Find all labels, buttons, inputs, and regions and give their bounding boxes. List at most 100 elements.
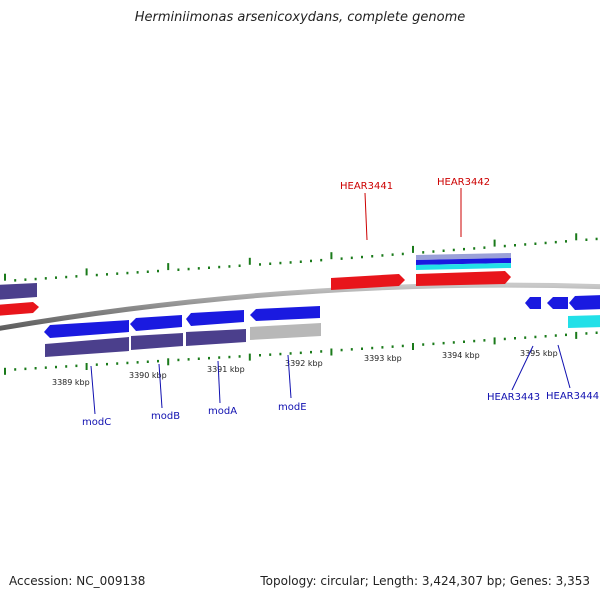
gene-reverse-edge-arrow[interactable] xyxy=(569,295,600,310)
feature-HEAR3442-cyan xyxy=(416,263,511,270)
gene-HEAR3443-arrow[interactable] xyxy=(525,297,541,309)
minor-tick xyxy=(483,246,486,249)
major-tick xyxy=(248,353,251,361)
minor-tick xyxy=(136,271,139,274)
minor-tick xyxy=(473,247,476,250)
minor-tick xyxy=(463,340,465,343)
minor-tick xyxy=(524,336,527,339)
gene-HEAR3442-arrow[interactable] xyxy=(416,271,511,286)
minor-tick xyxy=(157,359,159,363)
minor-tick xyxy=(238,355,241,358)
minor-tick xyxy=(595,237,598,241)
minor-tick xyxy=(197,357,200,360)
minor-tick xyxy=(514,244,516,247)
genome-summary-text: Topology: circular; Length: 3,424,307 bp… xyxy=(260,574,590,588)
minor-tick xyxy=(55,276,57,279)
minor-tick xyxy=(534,335,537,339)
minor-tick xyxy=(187,267,190,271)
gene-label-HEAR3441[interactable]: HEAR3441 xyxy=(340,181,393,192)
gene-modE-arrow[interactable] xyxy=(250,306,320,321)
gene-HEAR3441-arrow[interactable] xyxy=(331,274,405,290)
minor-tick xyxy=(371,255,374,258)
minor-tick xyxy=(177,268,180,271)
minor-tick xyxy=(350,256,353,260)
minor-tick xyxy=(310,350,312,354)
minor-tick xyxy=(208,266,210,269)
gene-label-modC[interactable]: modC xyxy=(82,417,111,428)
minor-tick xyxy=(146,360,149,363)
forward-tick-row xyxy=(4,233,598,282)
minor-tick xyxy=(320,258,323,262)
minor-tick xyxy=(34,367,37,370)
gene-label-HEAR3443[interactable]: HEAR3443 xyxy=(487,392,540,403)
minor-tick xyxy=(544,241,547,245)
gene-modC-arrow[interactable] xyxy=(44,320,129,338)
minor-tick xyxy=(95,273,98,277)
tick-label-3395: 3395 kbp xyxy=(520,349,558,358)
gene-label-HEAR3442[interactable]: HEAR3442 xyxy=(437,177,490,188)
gene-modB-arrow[interactable] xyxy=(130,315,182,331)
forward-leader-lines xyxy=(364,188,462,241)
minor-tick xyxy=(350,348,353,351)
minor-tick xyxy=(463,247,465,251)
major-tick xyxy=(248,257,251,265)
minor-tick xyxy=(187,358,190,361)
minor-tick xyxy=(146,270,149,273)
minor-tick xyxy=(381,346,384,349)
minor-tick xyxy=(218,265,221,269)
gene-HEAR3444-arrow[interactable] xyxy=(547,297,568,309)
operon-bar-modB xyxy=(131,333,183,350)
minor-tick xyxy=(401,344,404,348)
minor-tick xyxy=(238,264,241,267)
minor-tick xyxy=(565,333,567,337)
minor-tick xyxy=(524,243,527,246)
major-tick xyxy=(493,239,496,247)
major-tick xyxy=(4,367,6,375)
minor-tick xyxy=(106,273,108,276)
gene-label-modB[interactable]: modB xyxy=(151,411,180,422)
minor-tick xyxy=(442,341,445,345)
tick-label-3393: 3393 kbp xyxy=(364,354,402,363)
minor-tick xyxy=(75,275,78,278)
minor-tick xyxy=(126,271,129,275)
major-tick xyxy=(493,337,496,345)
minor-tick xyxy=(279,261,282,265)
minor-tick xyxy=(44,366,47,369)
minor-tick xyxy=(595,331,598,334)
minor-tick xyxy=(269,262,272,265)
major-tick xyxy=(575,331,578,339)
minor-tick xyxy=(422,251,425,254)
minor-tick xyxy=(75,364,78,368)
minor-tick xyxy=(177,358,180,362)
gene-label-modE[interactable]: modE xyxy=(278,402,307,413)
minor-tick xyxy=(269,353,272,356)
minor-tick xyxy=(544,335,547,338)
minor-tick xyxy=(381,254,384,257)
gene-label-HEAR3444[interactable]: HEAR3444 xyxy=(546,391,599,402)
minor-tick xyxy=(259,263,261,266)
minor-tick xyxy=(585,238,588,241)
major-tick xyxy=(85,268,88,276)
minor-tick xyxy=(565,240,567,243)
feature-modE-gray xyxy=(250,323,321,340)
minor-tick xyxy=(208,356,210,360)
minor-tick xyxy=(391,253,394,256)
tick-label-3394: 3394 kbp xyxy=(442,351,480,360)
minor-tick xyxy=(65,275,68,279)
minor-tick xyxy=(95,363,98,366)
gene-modA-arrow[interactable] xyxy=(186,310,244,326)
minor-tick xyxy=(483,339,486,342)
minor-tick xyxy=(391,345,394,348)
minor-tick xyxy=(503,244,506,248)
feature-forward-edge xyxy=(0,302,39,316)
minor-tick xyxy=(197,267,200,270)
operon-bar-modA xyxy=(186,329,246,346)
minor-tick xyxy=(442,249,445,252)
tick-label-3389: 3389 kbp xyxy=(52,378,90,387)
minor-tick xyxy=(34,277,37,281)
minor-tick xyxy=(218,356,221,359)
tick-label-3391: 3391 kbp xyxy=(207,365,245,374)
gene-label-modA[interactable]: modA xyxy=(208,406,237,417)
major-tick xyxy=(330,252,333,260)
